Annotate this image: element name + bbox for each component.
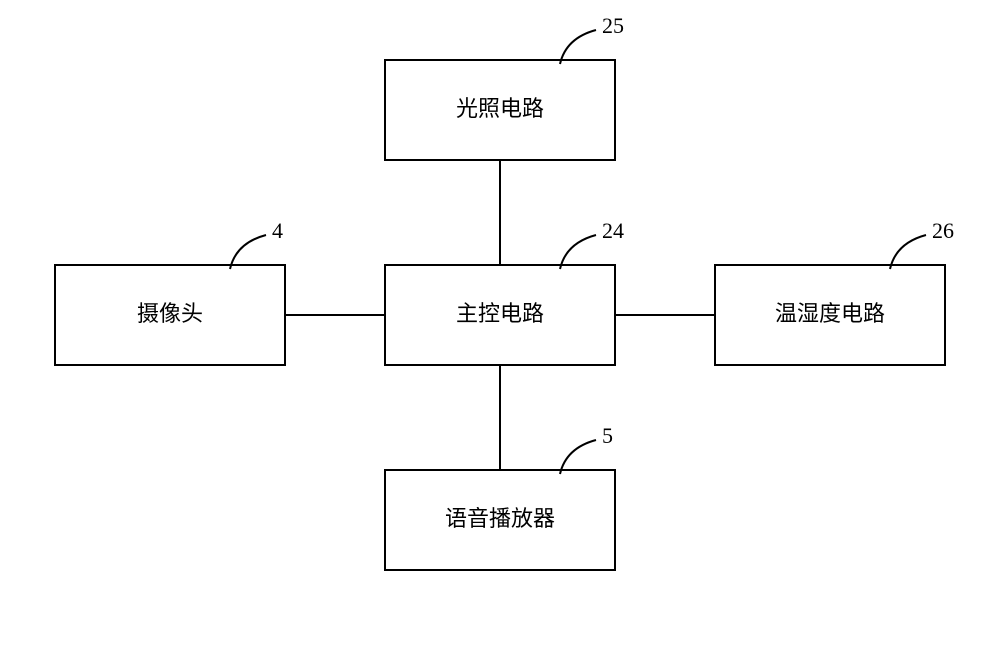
node-left-label: 摄像头 — [137, 301, 203, 326]
node-bottom-callout-arc — [560, 440, 596, 474]
node-right-callout-number: 26 — [932, 218, 954, 243]
node-top-callout-arc — [560, 30, 596, 64]
node-top-label: 光照电路 — [456, 96, 544, 121]
node-left: 摄像头 4 — [55, 218, 285, 365]
node-bottom-callout-number: 5 — [602, 423, 613, 448]
node-left-callout-number: 4 — [272, 218, 283, 243]
node-center-label: 主控电路 — [456, 301, 544, 326]
node-center-callout-arc — [560, 235, 596, 269]
node-right-callout-arc — [890, 235, 926, 269]
node-right: 温湿度电路 26 — [715, 218, 954, 365]
node-bottom-label: 语音播放器 — [445, 506, 555, 531]
block-diagram: 光照电路 25 摄像头 4 主控电路 24 温湿度电路 26 语音播放器 5 — [0, 0, 1000, 650]
node-top-callout-number: 25 — [602, 13, 624, 38]
node-center-callout-number: 24 — [602, 218, 624, 243]
node-center: 主控电路 24 — [385, 218, 624, 365]
node-left-callout-arc — [230, 235, 266, 269]
node-right-label: 温湿度电路 — [775, 301, 885, 326]
node-top: 光照电路 25 — [385, 13, 624, 160]
